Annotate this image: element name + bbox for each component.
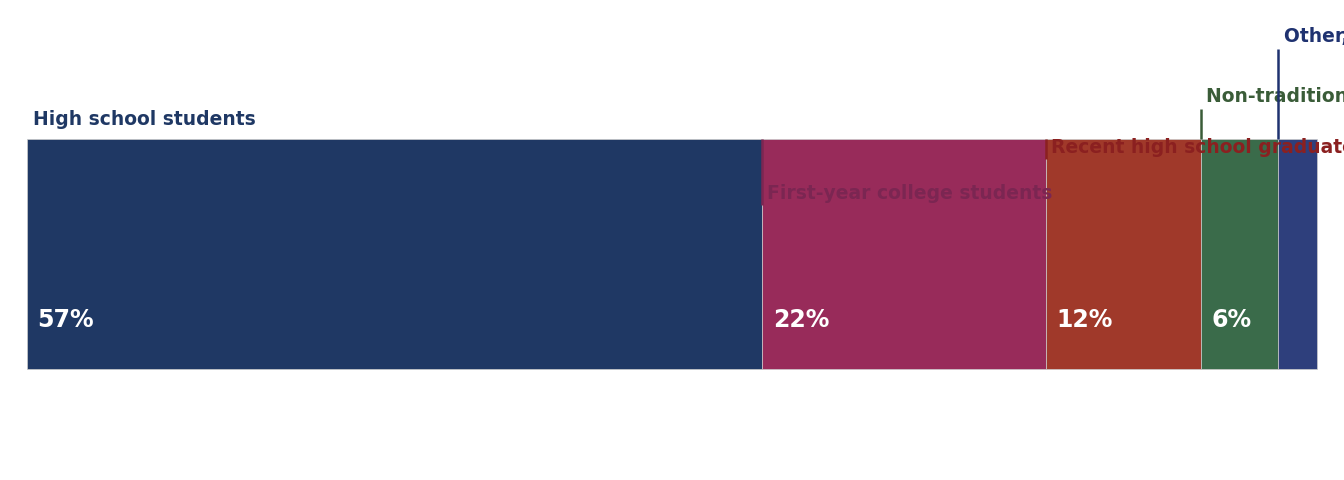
Text: First-year college students: First-year college students (767, 184, 1052, 203)
Bar (27, 139, 762, 369)
Text: 6%: 6% (1211, 308, 1251, 332)
Text: 12%: 12% (1056, 308, 1113, 332)
Bar (1046, 139, 1202, 369)
Text: 22%: 22% (773, 308, 829, 332)
Bar (1202, 139, 1278, 369)
Bar (762, 139, 1046, 369)
Text: 57%: 57% (38, 308, 94, 332)
Text: Other, 2%: Other, 2% (1284, 27, 1344, 47)
Text: High school students: High school students (34, 110, 257, 130)
Text: Recent high school graduates: Recent high school graduates (1051, 138, 1344, 157)
Bar (1278, 139, 1317, 369)
Text: Non-traditional students: Non-traditional students (1206, 87, 1344, 107)
